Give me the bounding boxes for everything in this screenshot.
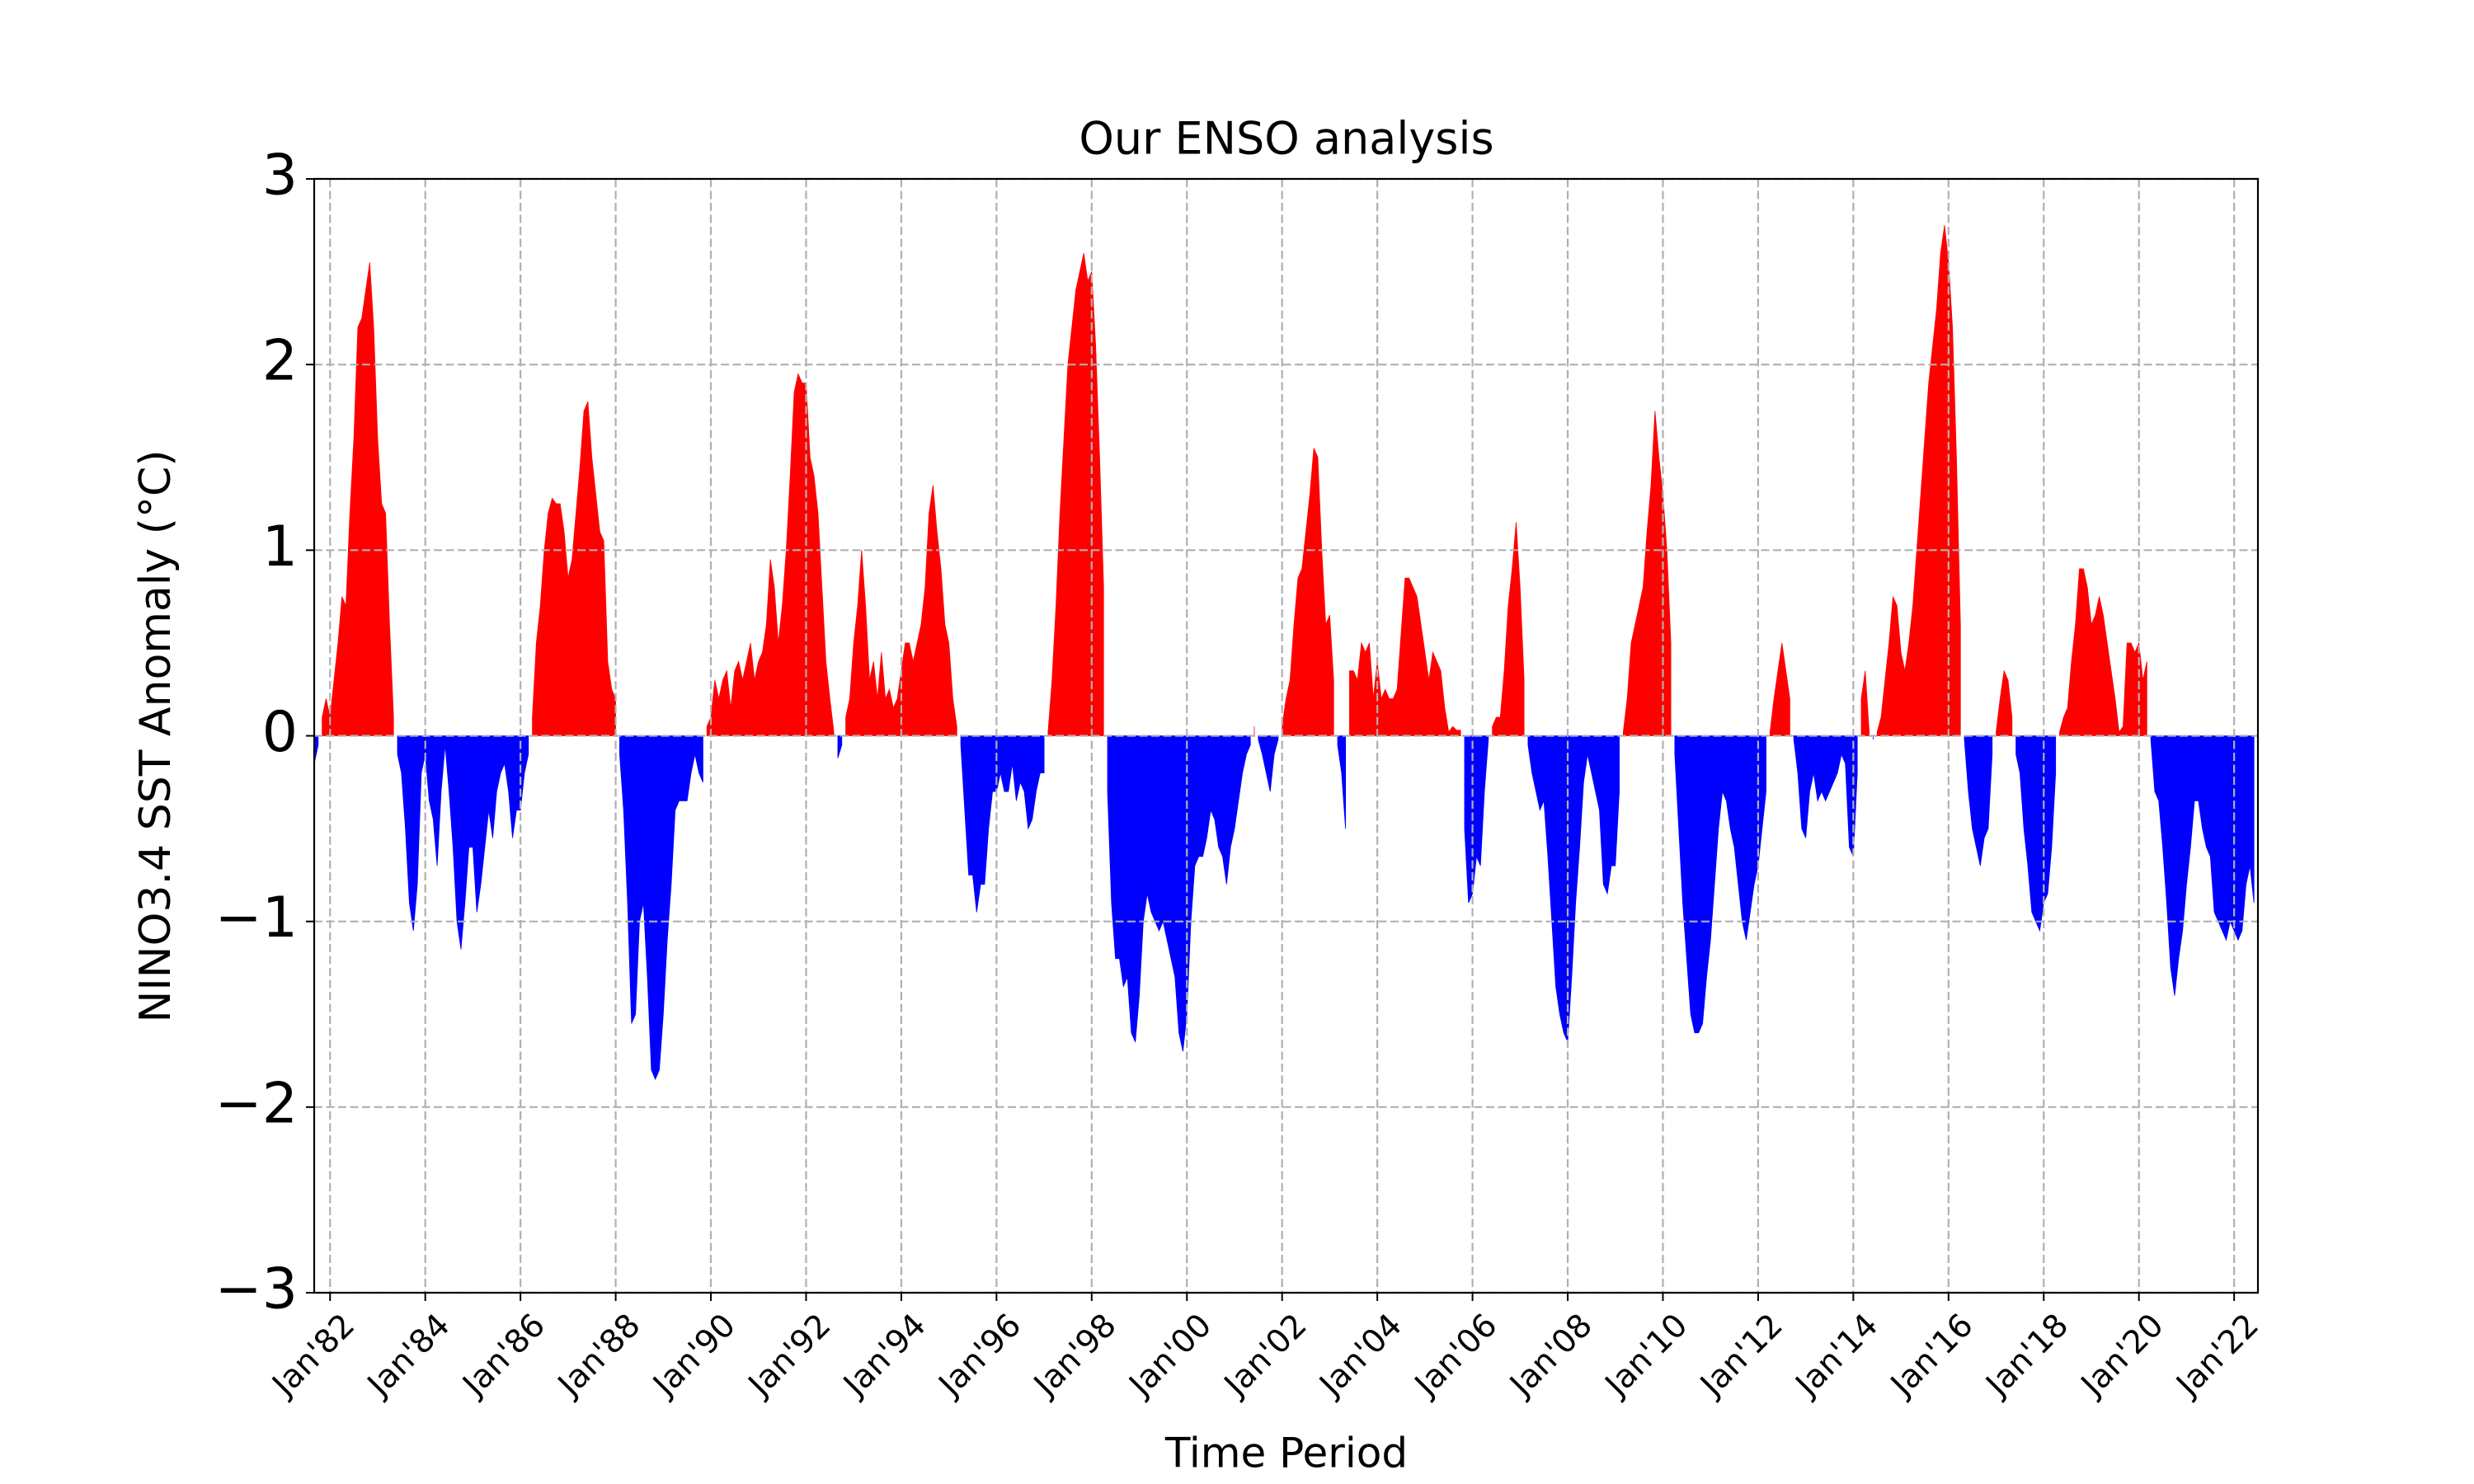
negative-area (1107, 735, 1251, 1052)
y-tick-label: 3 (262, 143, 298, 209)
positive-area (706, 373, 835, 736)
positive-area (1860, 670, 1870, 736)
negative-area (1464, 735, 1489, 904)
y-tick-label: −3 (215, 1257, 298, 1322)
negative-area (397, 735, 529, 950)
negative-area (2150, 735, 2255, 996)
negative-area (960, 735, 1045, 913)
positive-area (1492, 522, 1525, 736)
y-tick-label: 1 (262, 514, 298, 580)
y-tick-label: −2 (215, 1071, 298, 1136)
negative-area (1674, 735, 1766, 1034)
positive-area (845, 485, 957, 736)
y-tick-label: −1 (215, 885, 298, 951)
positive-area (1769, 642, 1790, 736)
plot-frame (313, 177, 2260, 1294)
negative-area (1964, 735, 1993, 866)
x-axis-label: Time Period (1164, 1430, 1408, 1477)
y-tick-label: 0 (262, 700, 298, 765)
positive-area (1996, 669, 2013, 736)
positive-area (1282, 448, 1334, 736)
negative-area (1258, 735, 1279, 792)
positive-area (2059, 568, 2147, 736)
negative-area (1527, 735, 1620, 1043)
positive-area (1047, 252, 1104, 736)
y-tick-label: 2 (262, 329, 298, 394)
chart-title: Our ENSO analysis (1079, 113, 1493, 165)
positive-area (1876, 225, 1961, 736)
y-axis-label: NINO3.4 SST Anomaly (°C) (131, 449, 181, 1022)
positive-area (1622, 411, 1672, 736)
positive-area (322, 262, 394, 736)
negative-area (2015, 735, 2057, 932)
negative-area (618, 735, 703, 1081)
